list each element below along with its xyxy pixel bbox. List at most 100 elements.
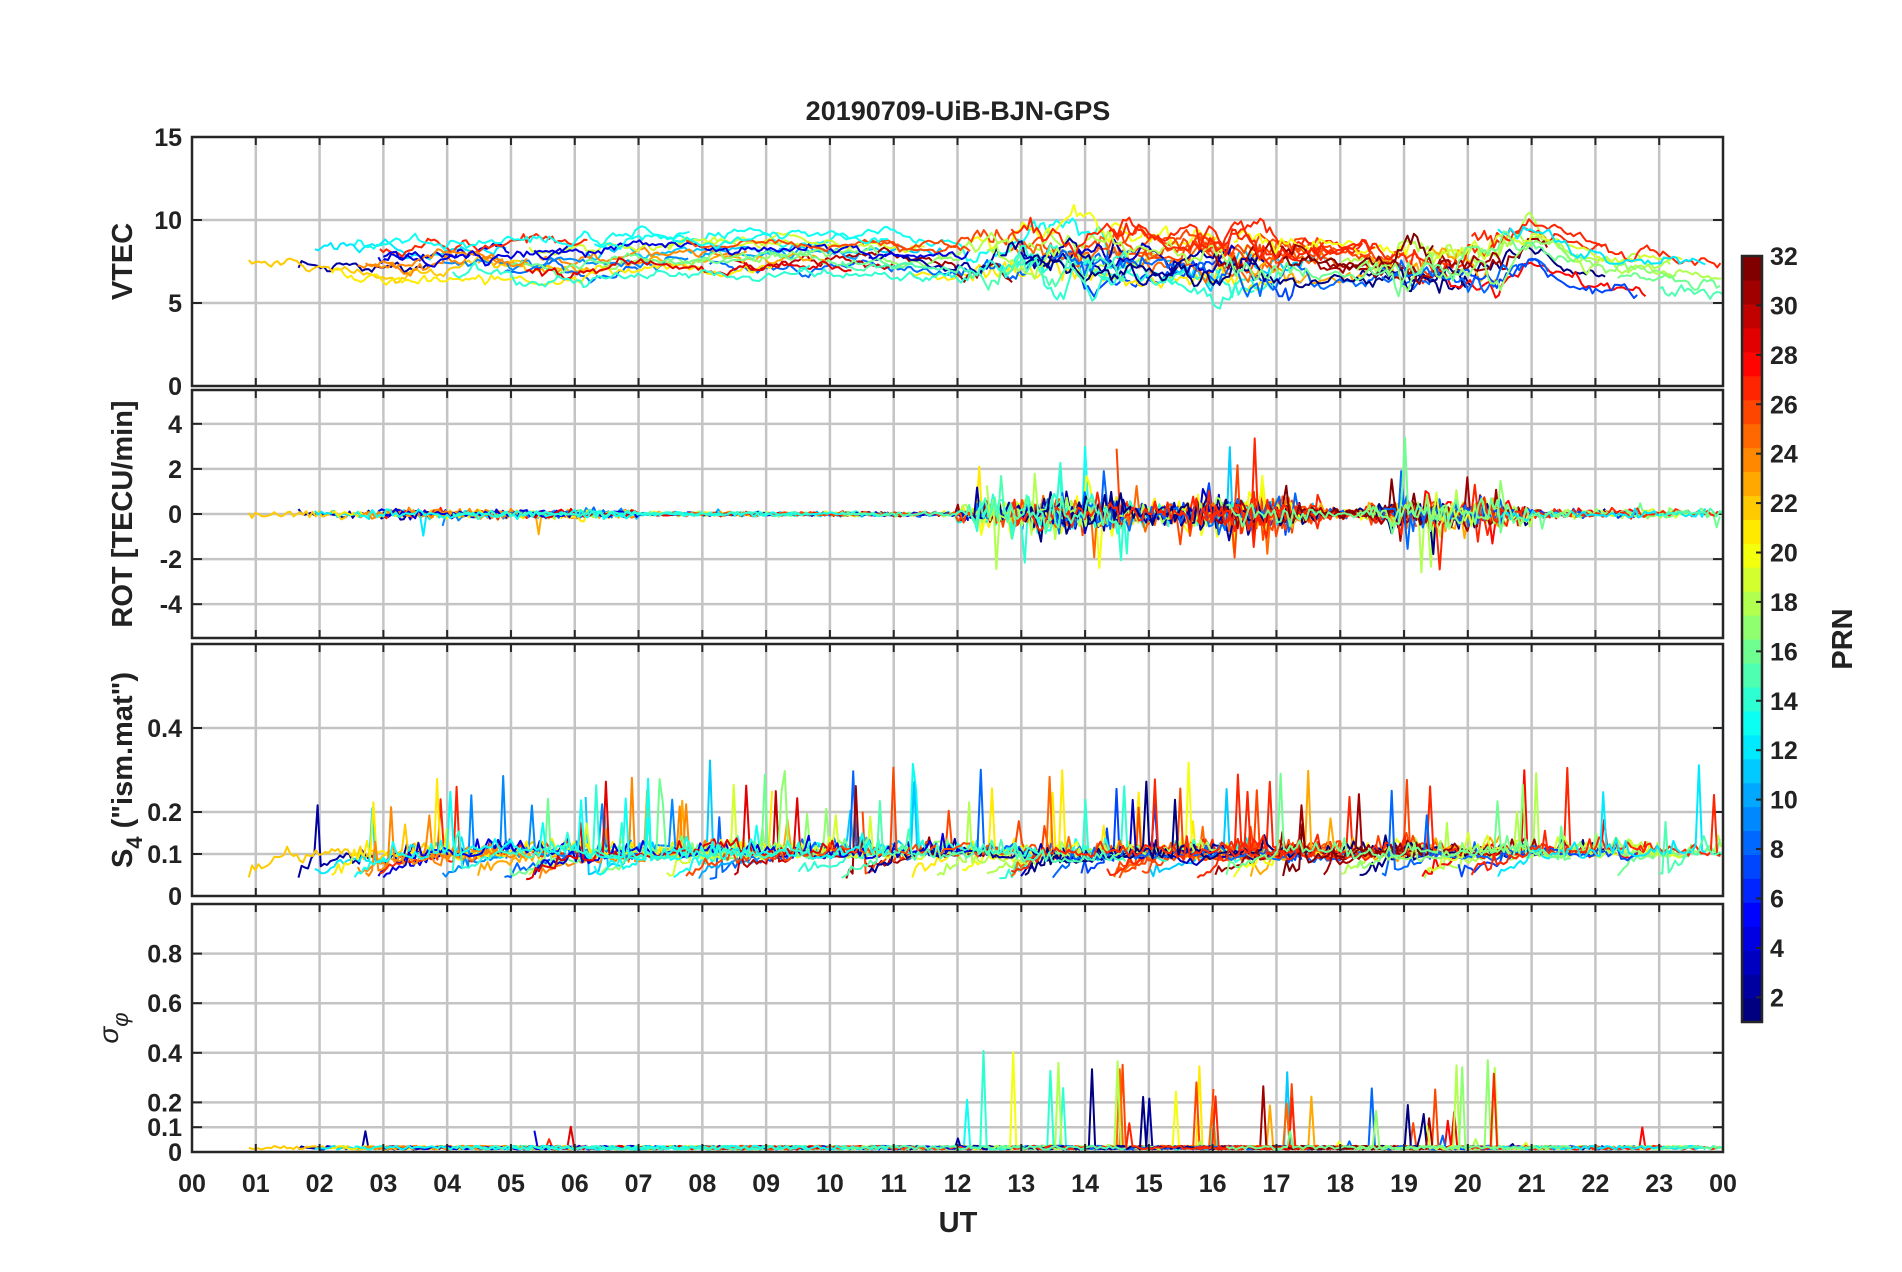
prn-4-trace xyxy=(382,837,570,879)
x-tick-label: 06 xyxy=(561,1170,589,1198)
colorbar-tick-label: 12 xyxy=(1770,737,1798,765)
y-tick-label: 0.1 xyxy=(147,1114,182,1142)
x-tick-label: 16 xyxy=(1199,1170,1227,1198)
y-tick-label: 0.2 xyxy=(147,799,182,827)
prn-27-trace xyxy=(1010,490,1376,548)
prn-26-trace xyxy=(1141,235,1338,264)
y-label-main: S xyxy=(107,849,139,868)
y-label-subscript: φ xyxy=(108,1012,133,1026)
prn-27-trace xyxy=(1010,216,1376,262)
colorbar-segment xyxy=(1742,639,1762,664)
prn-15-trace xyxy=(1659,820,1723,875)
figure-title: 20190709-UiB-BJN-GPS xyxy=(806,96,1111,126)
y-axis-label-rot: ROT [TECU/min] xyxy=(107,400,139,627)
panel-frame xyxy=(190,135,1725,388)
colorbar-tick-label: 28 xyxy=(1770,342,1798,370)
panel-frame xyxy=(190,388,1725,640)
y-tick-label: 0 xyxy=(168,373,182,401)
prn-29-trace xyxy=(525,257,852,281)
prn-14-trace xyxy=(452,508,811,521)
colorbar-segment xyxy=(1742,423,1762,449)
colorbar-segment xyxy=(1742,327,1762,353)
colorbar-tick-label: 30 xyxy=(1770,292,1798,320)
colorbar-frame xyxy=(1740,254,1764,1024)
y-label-main: σ xyxy=(93,1026,124,1044)
x-tick-label: 23 xyxy=(1645,1170,1673,1198)
x-tick-label: 12 xyxy=(944,1170,972,1198)
prn-27-trace xyxy=(1196,437,1604,571)
x-tick-label: 14 xyxy=(1071,1170,1099,1198)
colorbar-segment xyxy=(1742,471,1762,496)
colorbar-segment xyxy=(1742,926,1762,951)
x-tick-label: 11 xyxy=(880,1170,907,1198)
panel-frame xyxy=(190,902,1725,1154)
prn-32-trace xyxy=(1282,232,1434,271)
colorbar-segment xyxy=(1742,519,1762,544)
x-tick-label: 20 xyxy=(1454,1170,1482,1198)
x-tick-label: 13 xyxy=(1007,1170,1035,1198)
colorbar-segment xyxy=(1742,399,1762,425)
colorbar-tick-label: 22 xyxy=(1770,490,1798,518)
x-tick-label: 02 xyxy=(306,1170,334,1198)
colorbar-segment xyxy=(1742,447,1762,473)
x-tick-label: 09 xyxy=(752,1170,780,1198)
prn-13-trace xyxy=(593,229,888,251)
prn-14-trace xyxy=(452,1144,811,1151)
colorbar-segment xyxy=(1742,902,1762,927)
colorbar-tick-label: 6 xyxy=(1770,885,1784,913)
y-tick-label: 5 xyxy=(168,290,182,318)
x-tick-label: 03 xyxy=(369,1170,397,1198)
prn-31-trace xyxy=(1214,237,1548,286)
prn-11-trace xyxy=(1149,250,1326,292)
x-tick-label: 00 xyxy=(1709,1170,1737,1198)
prn-16-trace xyxy=(1617,272,1721,291)
prn-15-trace xyxy=(841,475,1127,535)
colorbar-tick-label: 4 xyxy=(1770,935,1784,963)
prn-26-trace xyxy=(685,238,971,253)
x-tick-label: 01 xyxy=(242,1170,270,1198)
x-tick-label: 22 xyxy=(1582,1170,1610,1198)
y-tick-label: 10 xyxy=(154,207,182,235)
prn-27-trace xyxy=(1010,778,1376,874)
prn-17-trace xyxy=(1356,240,1677,293)
prn-16-trace xyxy=(1226,436,1572,535)
colorbar-segment xyxy=(1742,998,1762,1023)
colorbar-tick-label: 10 xyxy=(1770,787,1798,815)
prn-16-trace xyxy=(1225,772,1571,876)
colorbar-segment xyxy=(1742,758,1762,784)
colorbar-tick-label: 8 xyxy=(1770,836,1784,864)
y-tick-label: -2 xyxy=(160,546,182,574)
x-tick-label: 21 xyxy=(1518,1170,1546,1198)
x-tick-label: 08 xyxy=(688,1170,716,1198)
colorbar-segment xyxy=(1742,878,1762,903)
panel-frame xyxy=(190,642,1725,898)
prn-28-trace xyxy=(1421,261,1647,299)
y-tick-label: 2 xyxy=(168,456,182,484)
colorbar-segment xyxy=(1742,686,1762,712)
y-axis-label-sigma: σφ xyxy=(93,1012,133,1043)
prn-15-trace xyxy=(841,800,1127,879)
colorbar-segment xyxy=(1742,591,1762,616)
series-group xyxy=(248,203,1723,310)
y-axis-label-vtec: VTEC xyxy=(107,223,139,300)
y-tick-label: 0 xyxy=(168,501,182,529)
x-tick-label: 17 xyxy=(1263,1170,1291,1198)
prn-14-trace xyxy=(1014,252,1281,310)
x-axis: 00 01 02 03 04 05 06 07 08 09 10 11 12 13 14 15 16 17 18 19… xyxy=(178,1170,1737,1198)
prn-24-trace xyxy=(364,806,504,877)
colorbar-tick-label: 16 xyxy=(1770,638,1798,666)
prn-24-trace xyxy=(357,248,528,269)
y-tick-label: 15 xyxy=(154,124,182,152)
y-tick-label: -4 xyxy=(160,591,182,619)
prn-25-trace xyxy=(1113,234,1341,283)
prn-18-trace xyxy=(986,230,1230,280)
prn-1-trace xyxy=(1024,254,1469,293)
colorbar-segment xyxy=(1742,662,1762,688)
prn-30-trace xyxy=(734,253,895,272)
prn-2-trace xyxy=(297,260,430,273)
y-tick-label: 0.6 xyxy=(147,990,182,1018)
colorbar-segment xyxy=(1742,495,1762,520)
prn-14-trace xyxy=(798,243,1131,284)
